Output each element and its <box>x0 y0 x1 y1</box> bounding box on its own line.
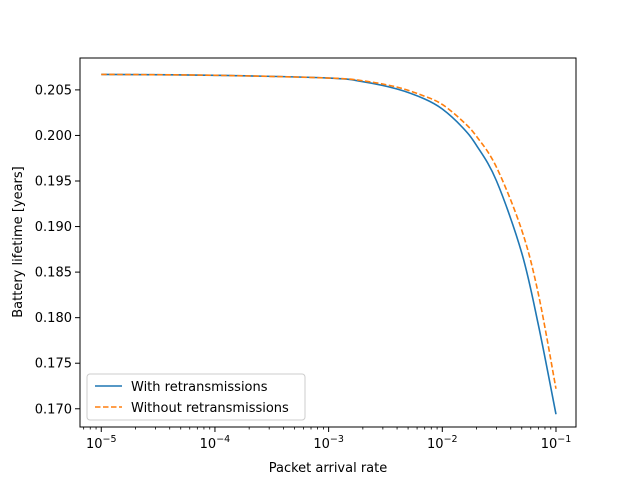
y-tick-label: 0.195 <box>35 175 72 190</box>
legend-label-with-retransmissions: With retransmissions <box>131 380 268 395</box>
series-line-without-retransmissions <box>101 73 557 389</box>
legend-box <box>86 373 306 421</box>
x-tick-label: 10−5 <box>86 434 117 452</box>
axes-frame <box>79 57 577 428</box>
y-tick-label: 0.185 <box>35 266 72 281</box>
x-axis-label: Packet arrival rate <box>269 461 388 476</box>
legend-label-without-retransmissions: Without retransmissions <box>131 401 289 416</box>
y-tick-label: 0.205 <box>35 83 72 98</box>
x-axis-ticks: 10−5 10−4 10−3 10−2 10−1 <box>83 427 572 452</box>
x-tick-label: 10−2 <box>427 434 458 452</box>
y-axis-label: Battery lifetime [years] <box>11 166 26 317</box>
y-tick-label: 0.175 <box>35 357 72 372</box>
y-tick-label: 0.170 <box>35 402 72 417</box>
y-tick-label: 0.180 <box>35 311 72 326</box>
x-tick-label: 10−4 <box>200 434 231 452</box>
series-lines <box>101 73 557 415</box>
legend: With retransmissions Without retransmiss… <box>86 373 306 421</box>
x-tick-label: 10−1 <box>541 434 572 452</box>
y-tick-label: 0.190 <box>35 220 72 235</box>
y-tick-label: 0.200 <box>35 129 72 144</box>
y-axis-ticks: 0.170 0.175 0.180 0.185 0.190 0.195 0.200 0.205 <box>35 83 80 417</box>
series-line-with-retransmissions <box>101 73 557 415</box>
x-tick-label: 10−3 <box>313 434 344 452</box>
